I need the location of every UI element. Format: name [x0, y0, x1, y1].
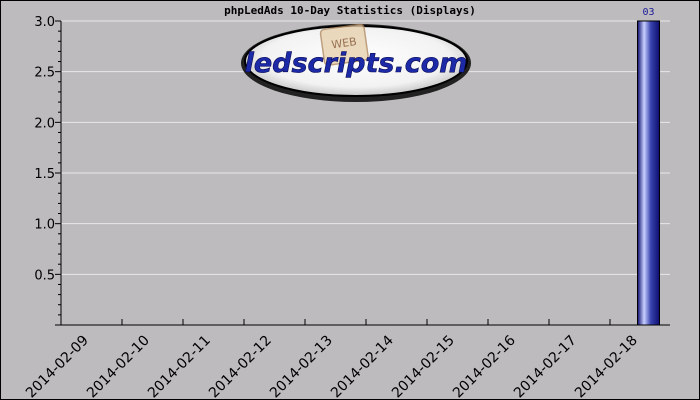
x-tick-label: 2014-02-12	[206, 333, 275, 400]
y-tick-label: 2.5	[34, 66, 55, 81]
x-tick-label: 2014-02-16	[450, 332, 519, 400]
ledscripts-logo: WEB ledscripts.com	[241, 23, 471, 102]
x-tick-label: 2014-02-11	[145, 333, 214, 400]
y-tick-label: 3.0	[34, 15, 55, 30]
web-badge-icon: WEB	[319, 23, 369, 66]
x-tick-label: 2014-02-17	[511, 333, 580, 400]
x-tick-label: 2014-02-18	[572, 333, 641, 400]
bar-data-label: 03	[642, 7, 654, 18]
y-tick-label: 0.5	[34, 268, 55, 283]
y-tick-label: 2.0	[34, 116, 55, 131]
logo-text: ledscripts.com	[245, 48, 468, 79]
web-badge-text: WEB	[331, 35, 358, 51]
chart-title: phpLedAds 10-Day Statistics (Displays)	[224, 4, 476, 17]
x-tick-label: 2014-02-10	[84, 333, 153, 400]
y-tick-label: 1.5	[34, 167, 55, 182]
x-tick-label: 2014-02-15	[389, 333, 458, 400]
x-tick-label: 2014-02-14	[328, 332, 397, 400]
y-tick-label: 1.0	[34, 218, 55, 233]
x-tick-label: 2014-02-09	[23, 333, 92, 400]
bar-2014-02-18	[637, 20, 660, 326]
x-tick-label: 2014-02-13	[267, 333, 336, 400]
